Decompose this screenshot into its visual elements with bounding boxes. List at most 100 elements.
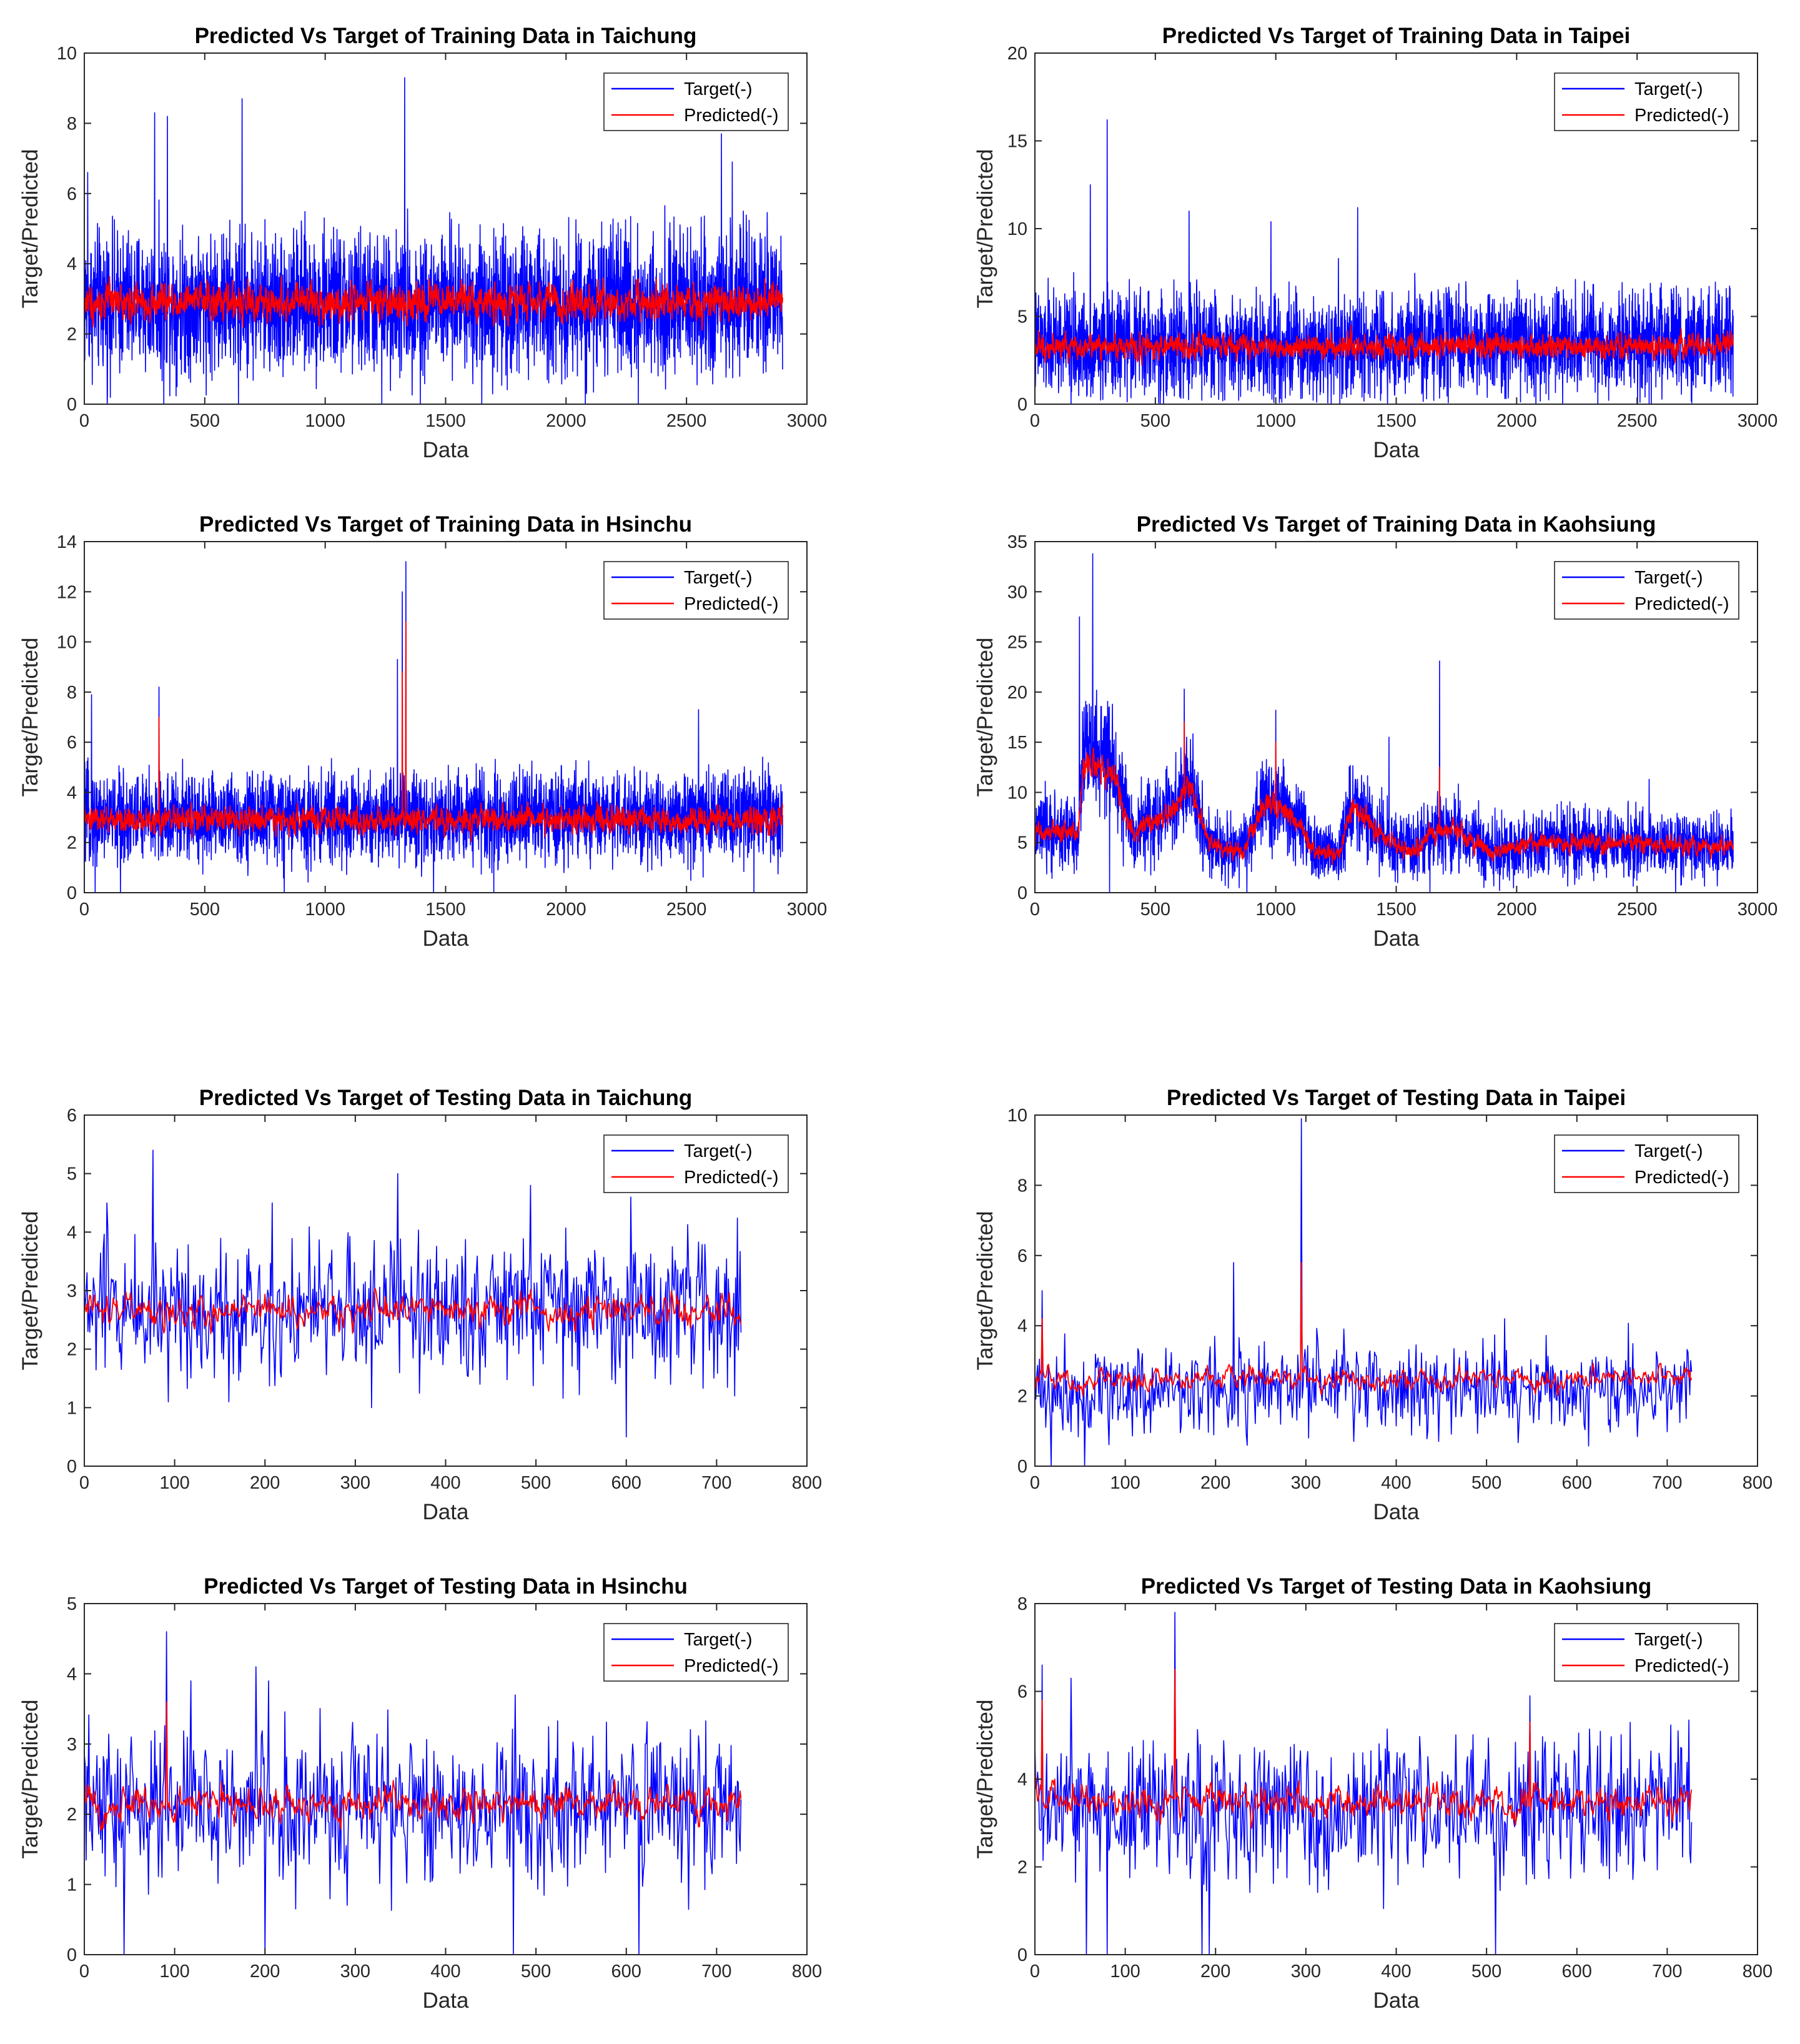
x-tick-label: 2000 [1496,900,1537,920]
predicted-series-line [1035,1262,1693,1397]
x-tick-label: 400 [430,1473,460,1493]
x-tick-label: 300 [1291,1473,1321,1493]
chart-title: Predicted Vs Target of Testing Data in T… [199,1086,693,1110]
x-tick-label: 1000 [305,411,345,431]
y-tick-label: 5 [1017,307,1027,327]
y-tick-label: 4 [1017,1770,1027,1790]
y-axis-label: Target/Predicted [18,149,42,309]
x-tick-label: 2000 [546,411,586,431]
legend: Target(-) Predicted(-) [603,1623,789,1682]
x-tick-label: 1000 [1255,411,1296,431]
y-tick-label: 2 [1017,1858,1027,1878]
legend-label: Target(-) [1634,79,1703,99]
x-tick-label: 3000 [787,900,828,920]
legend-label: Target(-) [684,1141,753,1161]
legend-label: Target(-) [684,1630,753,1650]
chart-title: Predicted Vs Target of Training Data in … [1162,24,1630,48]
x-axis-label: Data [423,1500,469,1524]
x-tick-label: 100 [159,1962,189,1982]
y-tick-label: 30 [1007,582,1027,602]
x-tick-label: 0 [79,900,89,920]
chart-title: Predicted Vs Target of Training Data in … [199,512,692,537]
y-tick-label: 20 [1007,44,1027,64]
x-axis-label: Data [423,438,469,462]
x-tick-label: 0 [79,1473,89,1493]
x-tick-label: 500 [1471,1473,1501,1493]
chart-panel-7: 0 100 200 300 400 500 600 700 800 0 1 2 3 4 5 Predicted… [18,1574,822,2013]
y-tick-label: 35 [1007,532,1027,552]
y-tick-label: 8 [1017,1176,1027,1196]
x-tick-label: 200 [1200,1473,1230,1493]
y-tick-label: 6 [1017,1682,1027,1702]
x-tick-label: 100 [159,1473,189,1493]
y-axis-label: Target/Predicted [18,1211,42,1371]
y-axis-label: Target/Predicted [18,1700,42,1859]
legend-label: Predicted(-) [1634,1656,1729,1676]
y-tick-label: 8 [67,683,77,703]
chart-panel-5: 0 100 200 300 400 500 600 700 800 0 1 2 3 4 5 6 Predicte… [18,1086,822,1524]
legend-box [1554,72,1739,131]
legend-label: Predicted(-) [684,594,779,614]
y-tick-label: 4 [67,1664,77,1684]
y-tick-label: 2 [67,833,77,853]
y-tick-label: 5 [1017,833,1027,853]
y-tick-label: 2 [67,1340,77,1360]
legend: Target(-) Predicted(-) [603,72,789,131]
x-axis-label: Data [1373,926,1420,951]
x-tick-label: 700 [701,1962,731,1982]
chart-title: Predicted Vs Target of Testing Data in T… [1167,1086,1626,1110]
x-tick-label: 500 [190,411,220,431]
y-tick-label: 15 [1007,132,1027,152]
x-tick-label: 1500 [425,411,466,431]
x-tick-label: 500 [1140,411,1170,431]
x-tick-label: 3000 [787,411,828,431]
predicted-series-line [84,1287,742,1334]
y-tick-label: 0 [67,883,77,903]
x-tick-label: 1000 [1255,900,1296,920]
chart-title: Predicted Vs Target of Testing Data in H… [204,1574,688,1599]
y-tick-label: 3 [67,1735,77,1755]
x-tick-label: 200 [250,1962,280,1982]
x-tick-label: 200 [1200,1962,1230,1982]
y-tick-label: 1 [67,1398,77,1418]
x-tick-label: 3000 [1738,900,1778,920]
legend-label: Predicted(-) [1634,594,1729,614]
legend-box [603,561,789,620]
x-tick-label: 700 [1652,1473,1682,1493]
legend: Target(-) Predicted(-) [1554,1623,1739,1682]
legend-label: Predicted(-) [1634,106,1729,126]
chart-panel-6: 0 100 200 300 400 500 600 700 800 0 2 4 6 8 10 Predicte… [973,1086,1773,1524]
y-tick-label: 10 [57,633,77,653]
y-tick-label: 6 [67,184,77,204]
y-axis-label: Target/Predicted [18,638,42,797]
x-tick-label: 2500 [1617,900,1658,920]
y-axis-label: Target/Predicted [973,149,997,309]
x-tick-label: 200 [250,1473,280,1493]
x-tick-label: 400 [1381,1962,1411,1982]
x-tick-label: 500 [1140,900,1170,920]
y-tick-label: 5 [67,1164,77,1184]
y-tick-label: 5 [67,1594,77,1614]
y-tick-label: 0 [67,1945,77,1965]
y-axis-label: Target/Predicted [973,1700,997,1859]
chart-panel-8: 0 100 200 300 400 500 600 700 800 0 2 4 6 8 Predicted … [973,1574,1773,2013]
x-tick-label: 500 [521,1962,551,1982]
x-tick-label: 300 [340,1962,370,1982]
x-tick-label: 400 [1381,1473,1411,1493]
x-tick-label: 0 [79,411,89,431]
legend-label: Target(-) [1634,568,1703,588]
y-axis-label: Target/Predicted [973,638,997,797]
predicted-series-line [84,275,783,331]
x-tick-label: 800 [1743,1962,1773,1982]
y-tick-label: 6 [1017,1246,1027,1266]
x-tick-label: 300 [340,1473,370,1493]
x-tick-label: 1500 [1376,411,1417,431]
legend-label: Predicted(-) [684,1656,779,1676]
x-axis-label: Data [1373,1988,1420,2013]
predicted-series-line [1035,722,1734,865]
legend: Target(-) Predicted(-) [603,561,789,620]
x-tick-label: 2500 [666,411,707,431]
y-tick-label: 4 [67,783,77,803]
y-tick-label: 10 [1007,1106,1027,1126]
